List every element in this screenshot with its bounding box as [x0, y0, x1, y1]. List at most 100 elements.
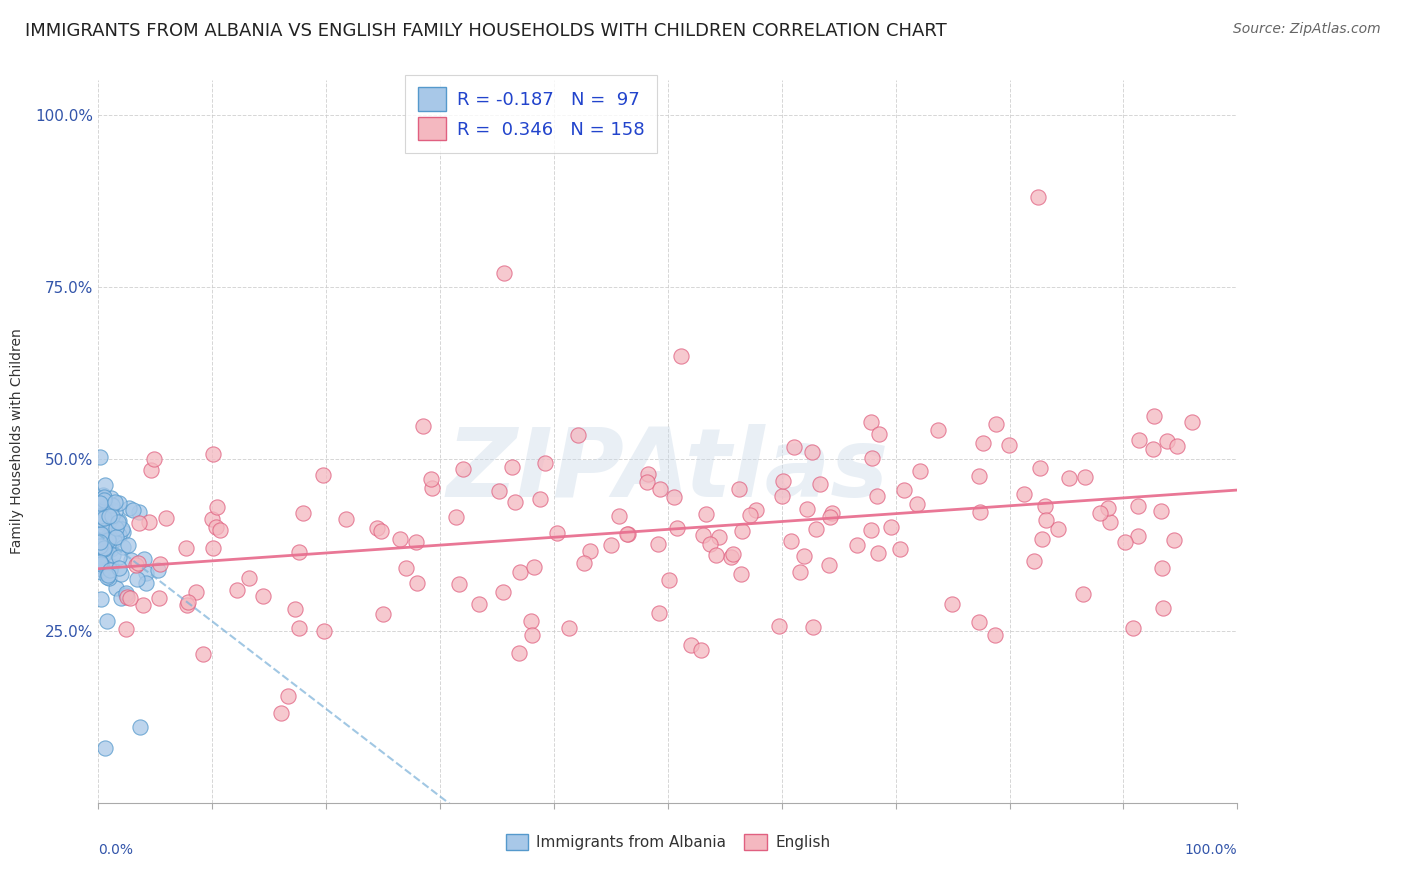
Point: [97, 527, 120, 541]
Point: [636, 475, 658, 489]
Point: [451, 462, 474, 476]
Point: [93, 502, 115, 516]
Point: [115, 590, 138, 604]
Point: [395, 561, 418, 575]
Point: [105, 520, 128, 534]
Point: [97, 533, 120, 547]
Point: [134, 552, 156, 566]
Point: [97, 541, 120, 556]
Point: [93, 564, 115, 578]
Point: [89, 496, 111, 510]
Point: [501, 460, 523, 475]
Point: [90, 557, 112, 571]
Point: [721, 547, 744, 561]
Point: [94, 740, 117, 755]
Point: [89, 540, 111, 554]
Point: [94, 478, 117, 492]
Point: [866, 489, 889, 503]
Point: [98, 563, 121, 577]
Point: [89, 533, 111, 548]
Point: [90, 519, 112, 533]
Point: [270, 706, 292, 720]
Point: [941, 598, 963, 612]
Point: [419, 472, 441, 486]
Point: [155, 510, 177, 524]
Point: [859, 415, 882, 429]
Point: [292, 506, 315, 520]
Point: [90, 541, 112, 556]
Point: [93, 541, 115, 555]
Point: [1143, 409, 1166, 423]
Point: [783, 440, 806, 454]
Point: [114, 623, 136, 637]
Point: [648, 606, 671, 620]
Point: [1142, 442, 1164, 456]
Point: [277, 689, 299, 703]
Point: [312, 624, 335, 638]
Point: [103, 549, 125, 563]
Point: [312, 468, 335, 483]
Point: [405, 534, 427, 549]
Point: [1022, 554, 1045, 568]
Point: [859, 524, 882, 538]
Point: [647, 537, 669, 551]
Point: [658, 574, 681, 588]
Point: [108, 528, 131, 542]
Point: [93, 491, 115, 505]
Point: [208, 523, 231, 537]
Point: [1071, 587, 1094, 601]
Point: [488, 484, 510, 499]
Point: [1152, 561, 1174, 575]
Point: [927, 423, 949, 437]
Point: [146, 563, 169, 577]
Point: [104, 504, 127, 518]
Point: [509, 565, 531, 579]
Point: [665, 521, 688, 535]
Point: [534, 456, 557, 470]
Point: [704, 548, 727, 562]
Point: [768, 619, 790, 633]
Point: [745, 503, 768, 517]
Point: [820, 506, 842, 520]
Point: [132, 598, 155, 612]
Point: [335, 512, 357, 526]
Point: [201, 512, 224, 526]
Point: [202, 447, 225, 461]
Point: [110, 591, 132, 606]
Point: [110, 567, 132, 582]
Point: [149, 558, 172, 572]
Point: [810, 477, 832, 491]
Point: [1163, 533, 1185, 547]
Point: [91, 509, 114, 524]
Point: [972, 435, 994, 450]
Point: [93, 492, 115, 507]
Point: [97, 533, 120, 547]
Point: [908, 464, 931, 478]
Point: [770, 489, 793, 503]
Point: [89, 534, 111, 549]
Point: [866, 546, 889, 560]
Text: ZIPAtlas: ZIPAtlas: [447, 424, 889, 517]
Point: [288, 545, 311, 559]
Point: [572, 556, 595, 570]
Point: [90, 527, 112, 541]
Point: [100, 498, 122, 512]
Point: [557, 621, 579, 635]
Point: [699, 537, 721, 551]
Point: [93, 540, 115, 554]
Point: [201, 541, 224, 555]
Text: IMMIGRANTS FROM ALBANIA VS ENGLISH FAMILY HOUSEHOLDS WITH CHILDREN CORRELATION C: IMMIGRANTS FROM ALBANIA VS ENGLISH FAMIL…: [25, 22, 948, 40]
Point: [90, 500, 112, 515]
Point: [669, 349, 692, 363]
Point: [108, 514, 131, 528]
Point: [252, 589, 274, 603]
Point: [520, 614, 543, 628]
Point: [127, 556, 149, 570]
Point: [97, 509, 120, 524]
Point: [468, 597, 491, 611]
Point: [176, 595, 198, 609]
Point: [567, 428, 589, 442]
Point: [1150, 504, 1173, 518]
Point: [730, 567, 752, 582]
Point: [89, 450, 111, 464]
